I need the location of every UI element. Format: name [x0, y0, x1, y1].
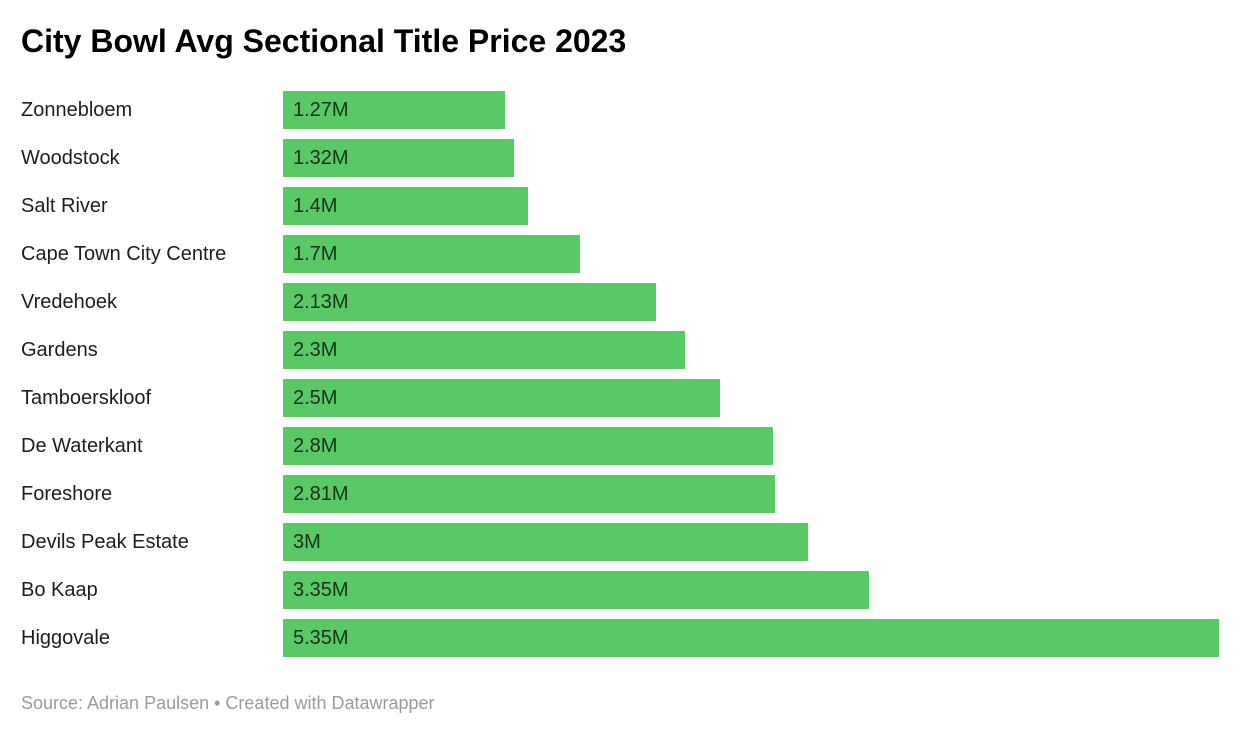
chart-row: Zonnebloem 1.27M: [21, 91, 1219, 129]
category-label: De Waterkant: [21, 434, 143, 457]
bar: 2.3M: [283, 331, 686, 369]
bar-track: 1.7M: [283, 235, 1219, 273]
category-label: Zonnebloem: [21, 98, 133, 121]
category-label: Vredehoek: [21, 290, 117, 313]
bar-track: 3.35M: [283, 571, 1219, 609]
bar: 2.8M: [283, 427, 773, 465]
bar-value-label: 1.4M: [293, 194, 338, 217]
bar-value-label: 3M: [293, 530, 321, 553]
category-label: Higgovale: [21, 626, 110, 649]
bar-chart: Zonnebloem 1.27M Woodstock 1.32M Salt Ri…: [21, 91, 1219, 657]
chart-row: Higgovale 5.35M: [21, 619, 1219, 657]
bar-value-label: 2.3M: [293, 338, 338, 361]
chart-row: Tamboerskloof 2.5M: [21, 379, 1219, 417]
bar-track: 5.35M: [283, 619, 1219, 657]
bar: 2.13M: [283, 283, 656, 321]
bar-track: 2.5M: [283, 379, 1219, 417]
chart-row: Foreshore 2.81M: [21, 475, 1219, 513]
bar-value-label: 1.27M: [293, 98, 349, 121]
bar-value-label: 5.35M: [293, 626, 349, 649]
bar-value-label: 2.13M: [293, 290, 349, 313]
bar: 1.27M: [283, 91, 506, 129]
category-label: Salt River: [21, 194, 108, 217]
bar: 3.35M: [283, 571, 870, 609]
category-label: Cape Town City Centre: [21, 242, 227, 265]
bar-track: 2.81M: [283, 475, 1219, 513]
bar-track: 1.32M: [283, 139, 1219, 177]
category-label: Bo Kaap: [21, 578, 98, 601]
bar-value-label: 2.81M: [293, 482, 349, 505]
bar-track: 1.27M: [283, 91, 1219, 129]
bar: 1.4M: [283, 187, 528, 225]
chart-row: Salt River 1.4M: [21, 187, 1219, 225]
category-label: Foreshore: [21, 482, 113, 505]
bar-track: 2.8M: [283, 427, 1219, 465]
bar-value-label: 1.32M: [293, 146, 349, 169]
bar-value-label: 3.35M: [293, 578, 349, 601]
bar: 5.35M: [283, 619, 1219, 657]
chart-row: Cape Town City Centre 1.7M: [21, 235, 1219, 273]
category-label: Tamboerskloof: [21, 386, 152, 409]
category-label: Devils Peak Estate: [21, 530, 189, 553]
chart-row: Devils Peak Estate 3M: [21, 523, 1219, 561]
bar: 1.32M: [283, 139, 514, 177]
bar-track: 2.13M: [283, 283, 1219, 321]
bar-value-label: 2.8M: [293, 434, 338, 457]
category-label: Woodstock: [21, 146, 120, 169]
bar-track: 3M: [283, 523, 1219, 561]
category-label: Gardens: [21, 338, 98, 361]
bar: 1.7M: [283, 235, 581, 273]
bar-track: 1.4M: [283, 187, 1219, 225]
chart-row: De Waterkant 2.8M: [21, 427, 1219, 465]
chart-title: City Bowl Avg Sectional Title Price 2023: [21, 23, 627, 59]
chart-row: Bo Kaap 3.35M: [21, 571, 1219, 609]
bar-track: 2.3M: [283, 331, 1219, 369]
bar-value-label: 1.7M: [293, 242, 338, 265]
bar: 2.5M: [283, 379, 721, 417]
bar: 2.81M: [283, 475, 775, 513]
source-credit-line: Source: Adrian Paulsen • Created with Da…: [21, 693, 435, 713]
bar-value-label: 2.5M: [293, 386, 338, 409]
bar: 3M: [283, 523, 808, 561]
chart-row: Gardens 2.3M: [21, 331, 1219, 369]
chart-row: Woodstock 1.32M: [21, 139, 1219, 177]
chart-row: Vredehoek 2.13M: [21, 283, 1219, 321]
